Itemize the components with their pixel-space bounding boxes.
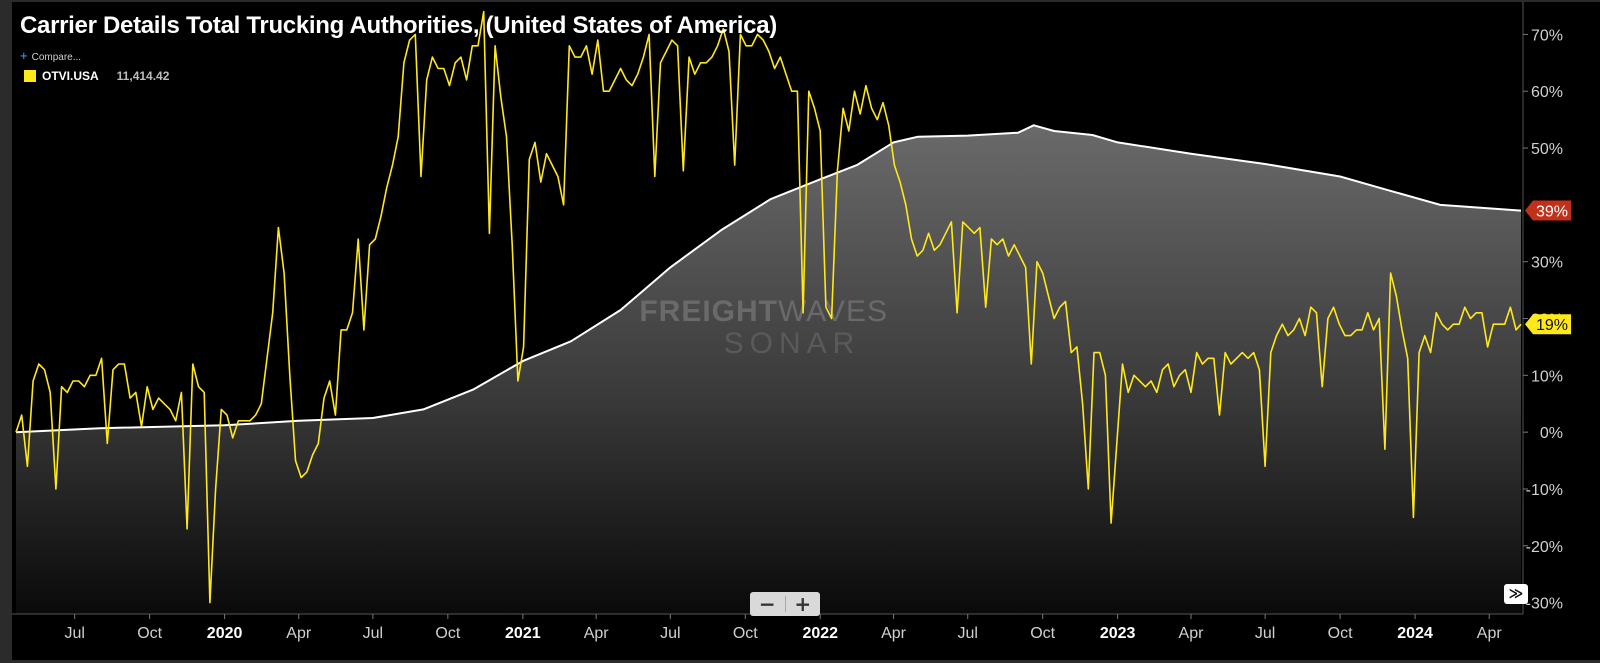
x-tick-label: Apr xyxy=(286,625,312,642)
x-tick-label: Oct xyxy=(137,625,162,642)
x-tick-label: Apr xyxy=(881,625,907,642)
y-tick-label: 70% xyxy=(1531,27,1563,44)
compare-label: Compare... xyxy=(31,52,82,63)
y-tick-label: 60% xyxy=(1531,84,1563,101)
x-tick-label: Oct xyxy=(435,625,460,642)
y-tick-label: -30% xyxy=(1526,596,1563,613)
zoom-control: − + xyxy=(750,592,820,616)
zoom-divider xyxy=(784,596,786,612)
last-value-badge xyxy=(1525,314,1571,335)
chart-panel: FREIGHT WAVES SONAR 70%60%50%30%20%10%0%… xyxy=(12,2,1600,660)
y-tick-label: 0% xyxy=(1540,425,1563,442)
watermark-freight: FREIGHT xyxy=(639,295,778,328)
series-0-area xyxy=(16,125,1521,615)
x-tick-label: Apr xyxy=(584,625,610,642)
y-tick-label: -10% xyxy=(1526,482,1563,499)
last-value-badge xyxy=(1525,200,1571,221)
series-1-line[interactable] xyxy=(15,10,1522,604)
x-tick-label: 2021 xyxy=(505,625,541,642)
legend-swatch xyxy=(24,70,36,82)
compare-link[interactable]: + Compare... xyxy=(20,48,81,63)
y-tick-label: -20% xyxy=(1526,539,1563,556)
zoom-in-button[interactable]: + xyxy=(794,592,812,616)
x-tick-label: Oct xyxy=(1030,625,1055,642)
x-tick-label: Jul xyxy=(1255,625,1275,642)
expand-icon[interactable]: ≫ xyxy=(1504,584,1528,604)
y-tick-label: 10% xyxy=(1531,368,1563,385)
legend-series-value: 11,414.42 xyxy=(116,69,170,83)
x-tick-label: Oct xyxy=(733,625,758,642)
last-value-label: 39% xyxy=(1536,204,1568,221)
y-tick-label: 30% xyxy=(1531,255,1563,272)
watermark-sonar: SONAR xyxy=(724,327,861,360)
x-tick-label: Oct xyxy=(1328,625,1353,642)
x-tick-label: Jul xyxy=(64,625,84,642)
x-tick-label: Apr xyxy=(1179,625,1205,642)
x-tick-label: Jul xyxy=(363,625,383,642)
x-tick-label: Jul xyxy=(660,625,680,642)
series-0-line[interactable] xyxy=(15,124,1522,434)
x-tick-label: 2023 xyxy=(1100,625,1136,642)
x-tick-label: 2022 xyxy=(802,625,838,642)
zoom-out-button[interactable]: − xyxy=(758,592,776,616)
x-tick-label: 2024 xyxy=(1397,625,1433,642)
x-tick-label: 2020 xyxy=(207,625,243,642)
plus-icon: + xyxy=(20,48,28,63)
y-tick-label: 50% xyxy=(1531,141,1563,158)
legend-series-name[interactable]: OTVI.USA xyxy=(42,69,99,83)
legend: OTVI.USA 11,414.42 xyxy=(24,69,169,83)
chart-title: Carrier Details Total Trucking Authoriti… xyxy=(20,12,777,39)
x-tick-label: Jul xyxy=(958,625,978,642)
last-value-label: 19% xyxy=(1536,317,1568,334)
line-chart: FREIGHT WAVES SONAR 70%60%50%30%20%10%0%… xyxy=(12,2,1571,642)
x-tick-label: Apr xyxy=(1477,625,1503,642)
